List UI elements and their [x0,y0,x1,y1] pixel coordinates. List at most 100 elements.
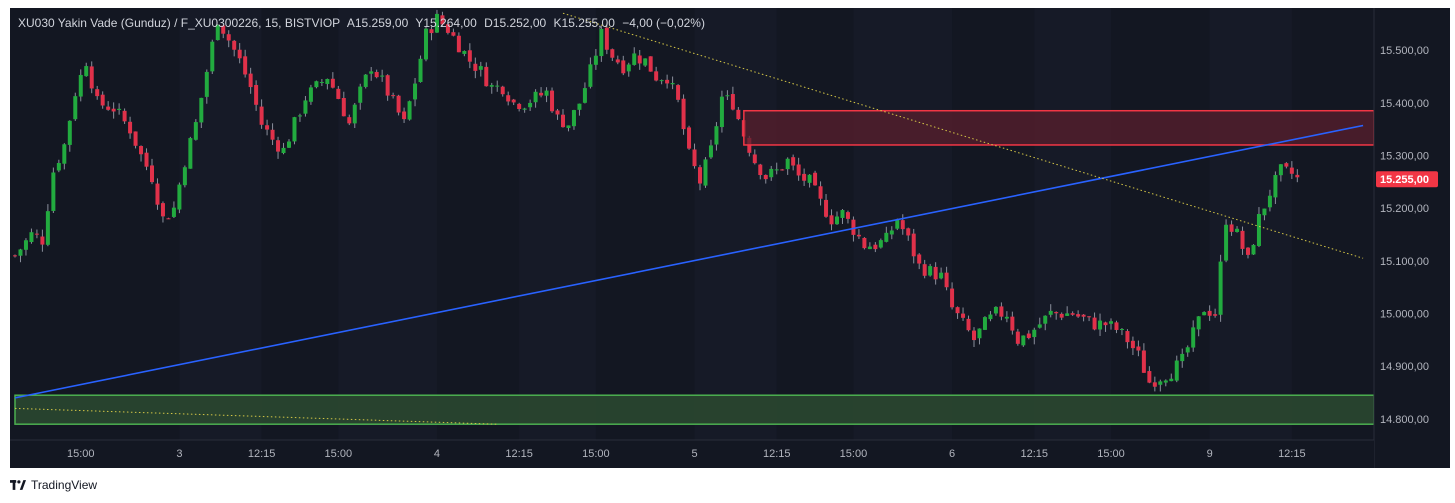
candle-down [221,25,226,34]
chart-legend: XU030 Yakin Vade (Gunduz) / F_XU0300226,… [18,16,709,30]
background-band [179,8,262,440]
candle-down [999,306,1004,317]
candle-up [18,249,23,256]
candle-up [188,138,193,169]
candle-up [571,110,576,127]
time-tick-label: 15:00 [325,448,353,460]
candle-up [1224,224,1229,261]
time-tick-label: 15:00 [582,448,610,460]
candle-up [478,66,483,70]
candle-down [818,186,823,199]
candle-up [434,13,439,33]
price-tick-label: 15.100,00 [1380,256,1429,268]
lower-dotted-line [14,407,498,425]
candle-up [210,41,215,72]
candle-down [1229,224,1234,232]
candle-down [100,94,105,106]
candle-up [993,306,998,314]
candle-up [884,232,889,242]
candle-down [802,173,807,181]
time-tick-label: 12:15 [763,448,791,460]
candle-up [659,80,664,82]
candle-up [117,108,122,110]
candle-down [254,84,259,105]
candle-down [133,131,138,146]
candle-up [714,126,719,145]
candle-down [791,157,796,166]
candle-up [29,232,34,243]
brand-footer[interactable]: TradingView [10,478,97,492]
candle-down [237,49,242,59]
candlestick-chart[interactable]: 14.800,00 14.900,00 15.000,00 15.100,00 15.2… [10,8,1450,468]
candle-up [785,158,790,170]
candle-up [1004,316,1009,319]
time-axis: 15:00 3 12:15 15:00 4 12:15 15:00 5 12:15 15:00 6 1… [67,448,1306,460]
candle-up [1037,324,1042,328]
candle-up [308,87,313,102]
candle-down [621,60,626,74]
candle-down [374,71,379,78]
candle-down [763,174,768,180]
candle-down [1092,317,1097,330]
candle-down [922,264,927,276]
candle-up [177,184,182,210]
time-tick-label: 6 [949,448,955,460]
candle-down [150,165,154,183]
change-value: −4,00 (−0,02%) [622,16,705,30]
candle-down [89,66,94,89]
resistance-zone [743,109,1375,146]
candle-up [522,108,527,110]
candle-up [939,272,944,279]
candle-down [1081,314,1086,317]
candle-up [1191,327,1196,348]
candle-down [637,55,642,64]
candle-up [577,103,582,110]
candle-down [473,63,478,71]
candle-up [1119,329,1124,331]
candle-up [835,216,839,225]
candle-down [555,110,560,115]
candle-up [626,64,631,72]
candle-up [982,317,987,330]
candle-down [944,272,949,288]
candle-up [84,66,89,77]
candle-down [1087,316,1092,318]
candle-down [484,66,489,87]
falling-trendline [562,12,1364,259]
candle-down [511,99,516,103]
candle-down [561,114,565,128]
price-tick-label: 15.400,00 [1380,98,1429,110]
candle-down [391,95,396,97]
candle-down [265,125,270,130]
support-zone [14,394,1375,425]
candle-up [424,28,428,60]
candle-up [1169,378,1174,382]
candle-up [977,328,982,339]
candle-up [703,159,708,186]
candles [13,9,1300,392]
chart-area[interactable]: 14.800,00 14.900,00 15.000,00 15.100,00 15.2… [10,8,1450,468]
candle-up [1278,164,1283,176]
candle-up [588,64,593,87]
candle-down [232,40,237,50]
candle-up [544,90,549,96]
candle-up [407,101,412,120]
last-price-tag [1376,171,1438,188]
candle-down [1284,163,1289,167]
last-price-label: 15.255,00 [1380,174,1429,186]
price-axis: 14.800,00 14.900,00 15.000,00 15.100,00 15.2… [1380,45,1429,426]
candle-down [796,164,801,176]
candle-up [1098,320,1103,330]
candle-down [95,89,100,97]
candle-down [856,234,861,237]
candle-up [204,71,209,97]
candle-up [1218,261,1223,315]
candle-down [1207,310,1212,316]
candle-up [593,55,598,65]
candle-down [813,172,818,186]
candle-up [23,240,28,250]
candle-down [13,255,17,257]
candle-up [1158,381,1163,385]
candle-down [824,199,829,217]
candle-down [506,95,511,102]
